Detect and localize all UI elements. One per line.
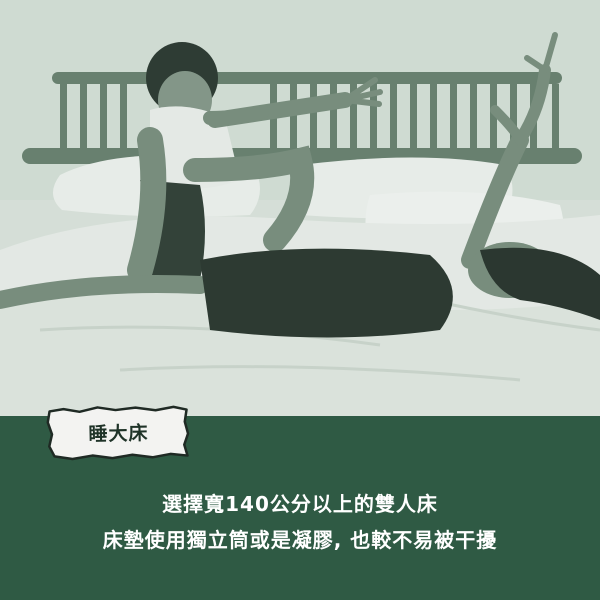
couple-on-bed-illustration xyxy=(0,0,600,416)
topic-tag-label: 睡大床 xyxy=(88,422,149,446)
caption-block: 選擇寬140公分以上的雙人床 床墊使用獨立筒或是凝膠, 也較不易被干擾 xyxy=(0,486,600,558)
man-figure xyxy=(127,42,383,283)
bedroom-photo xyxy=(0,0,600,416)
torn-paper-shape xyxy=(46,405,190,461)
caption-line-2: 床墊使用獨立筒或是凝膠, 也較不易被干擾 xyxy=(102,528,498,552)
caption-line-1: 選擇寬140公分以上的雙人床 xyxy=(162,492,438,516)
topic-tag: 睡大床 xyxy=(45,403,191,461)
woman-figure xyxy=(0,32,600,338)
